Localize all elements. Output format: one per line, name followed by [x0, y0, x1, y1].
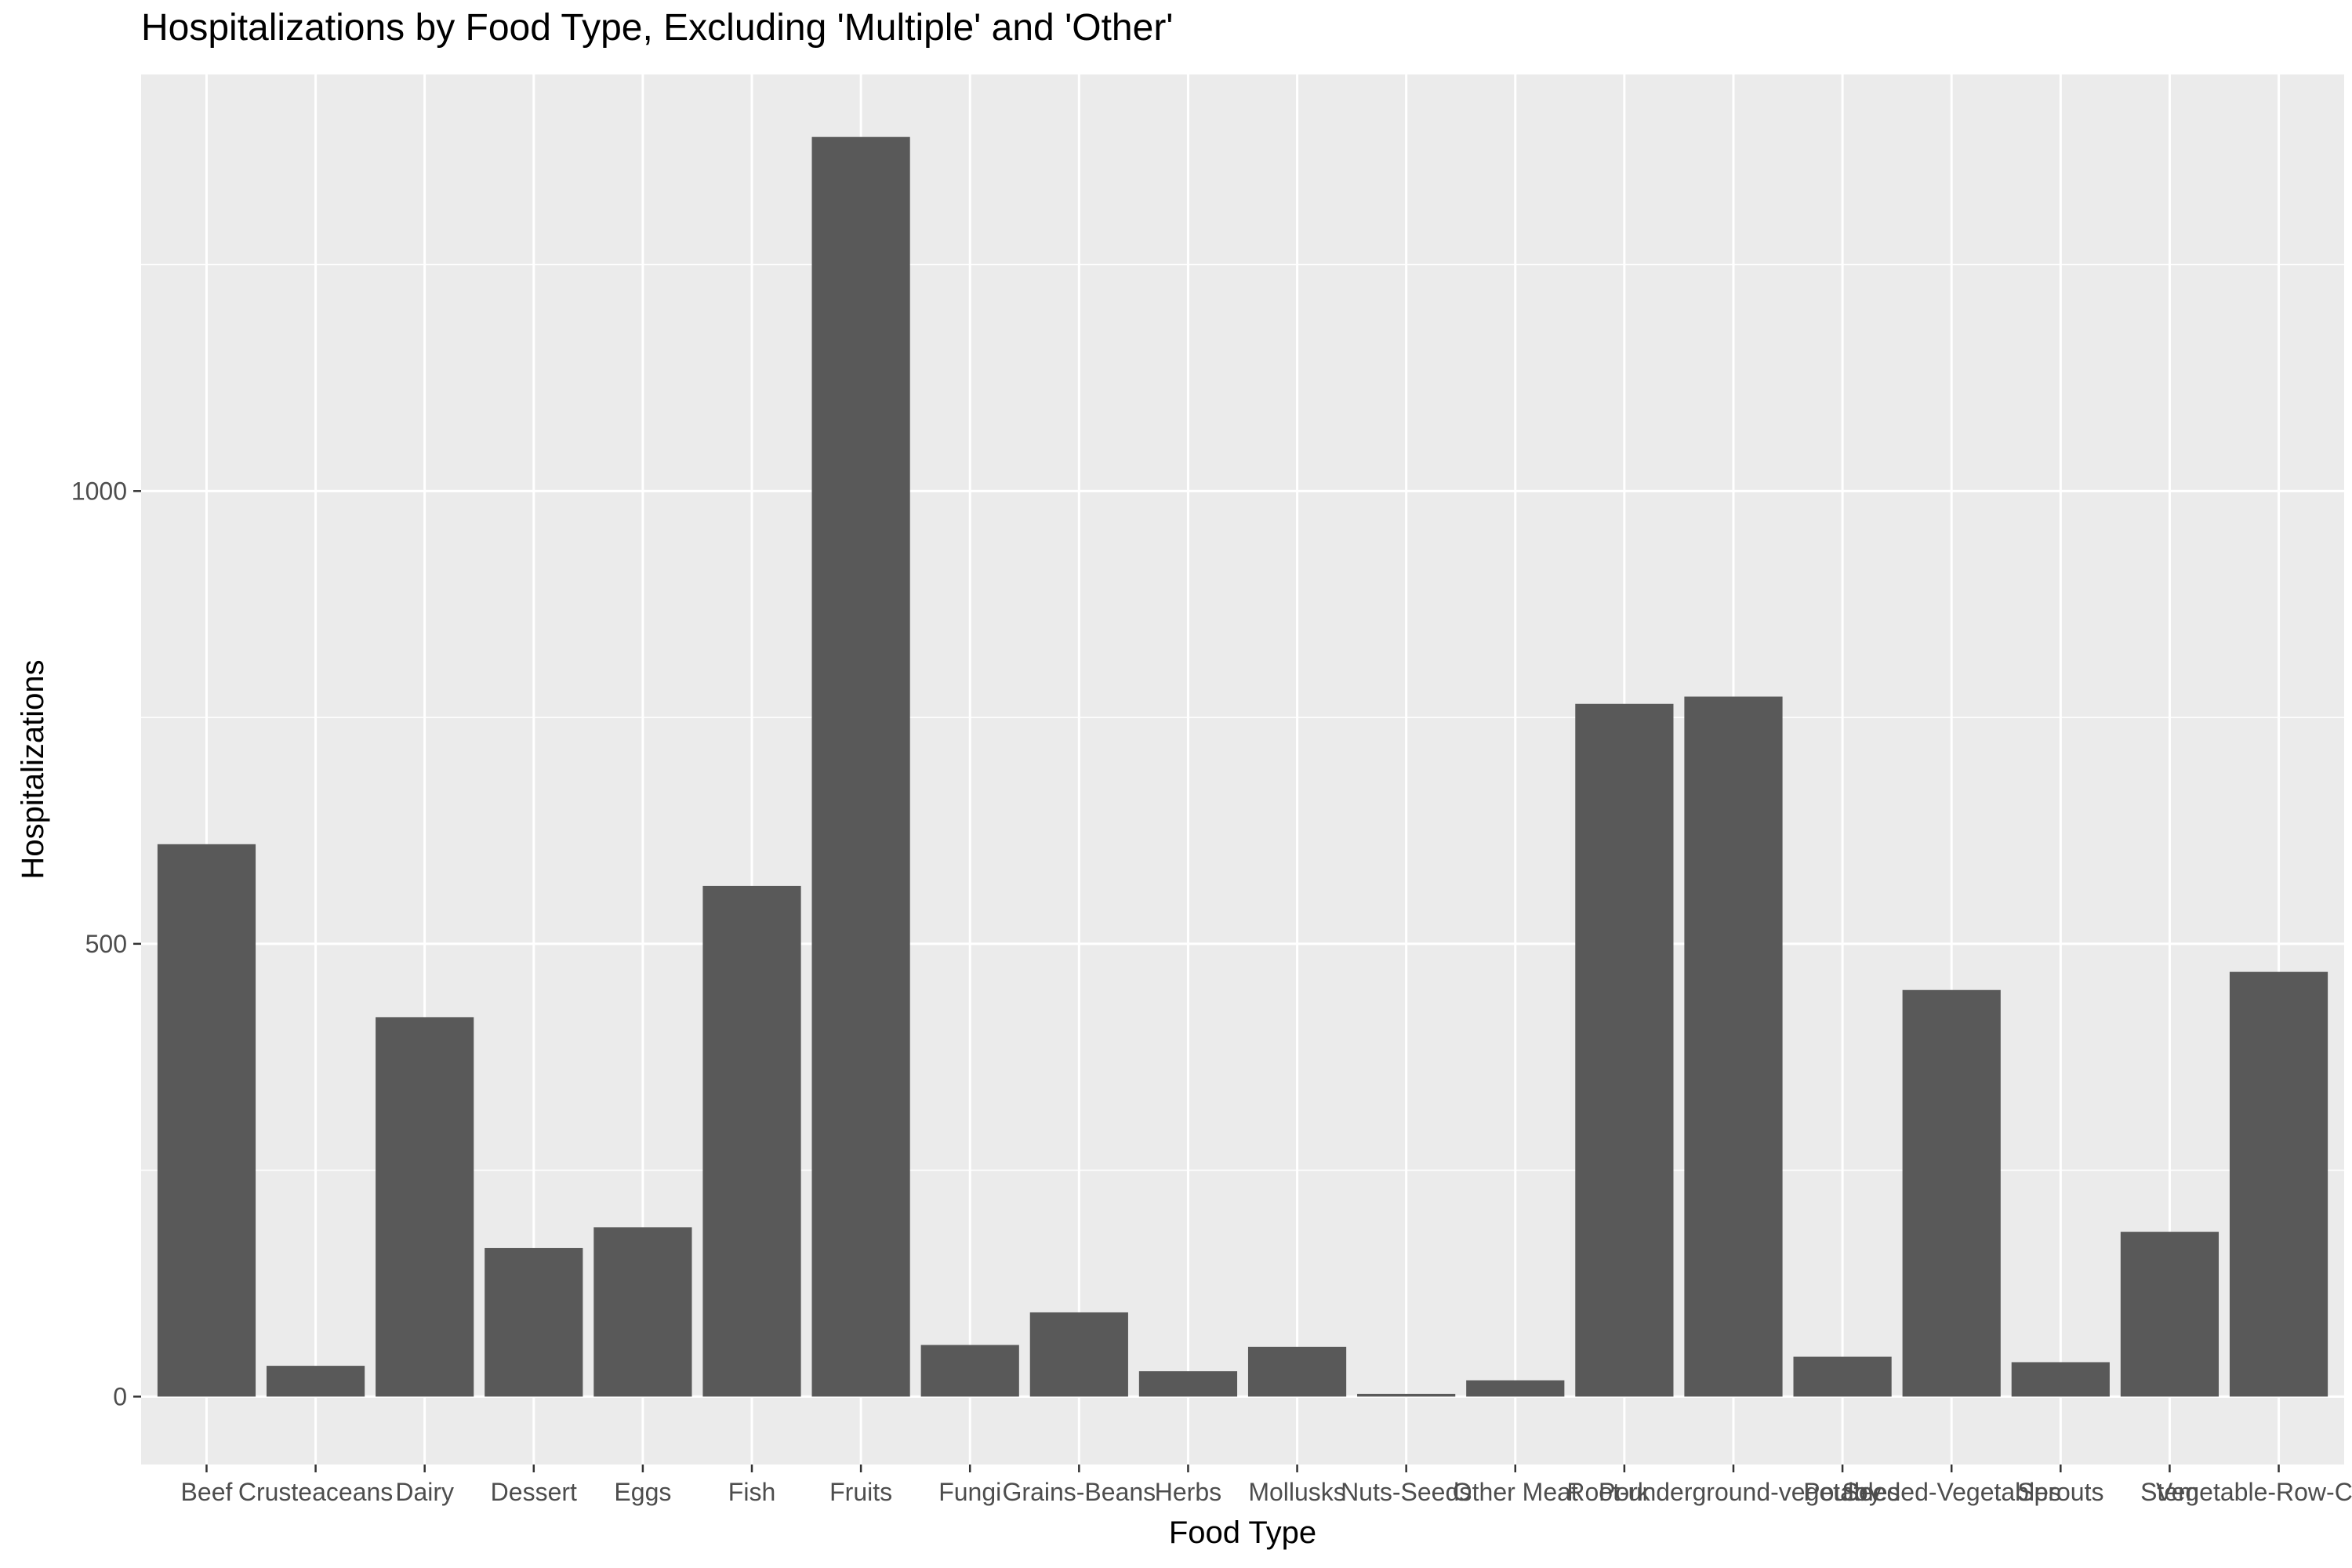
bar — [266, 1366, 365, 1397]
x-tick-label: Dessert — [491, 1478, 577, 1506]
x-tick-label: Grains-Beans — [1003, 1478, 1156, 1506]
x-axis-title: Food Type — [1169, 1515, 1316, 1550]
x-tick-label: Nuts-Seeds — [1341, 1478, 1472, 1506]
x-tick-label: Crusteaceans — [238, 1478, 393, 1506]
y-tick-label: 1000 — [71, 477, 127, 505]
y-tick-label: 0 — [113, 1382, 127, 1410]
x-tick-label: Poultry — [1803, 1478, 1882, 1506]
bar — [2011, 1362, 2110, 1397]
chart-title: Hospitalizations by Food Type, Excluding… — [141, 7, 1174, 49]
x-tick-label: Pork — [1599, 1478, 1651, 1506]
x-tick-label: Sprouts — [2017, 1478, 2103, 1506]
bar — [1029, 1312, 1128, 1397]
bar — [702, 885, 801, 1397]
x-tick-label: Vegetable-Row-Crops — [2156, 1478, 2352, 1506]
bar — [1575, 703, 1674, 1397]
x-tick-label: Other Meat — [1453, 1478, 1578, 1506]
x-tick-label: Fruits — [829, 1478, 892, 1506]
bar — [593, 1227, 692, 1397]
bar — [1357, 1393, 1456, 1397]
bar — [1684, 696, 1783, 1397]
x-tick-label: Mollusks — [1248, 1478, 1345, 1506]
y-axis-title: Hospitalizations — [16, 659, 50, 879]
x-tick-label: Root-underground-vegetables — [1566, 1478, 1900, 1506]
x-tick-label: Dairy — [395, 1478, 454, 1506]
x-tick-label: Herbs — [1155, 1478, 1221, 1506]
bar — [1902, 989, 2001, 1397]
bar — [1793, 1356, 1892, 1397]
y-axis: 0 500 1000 — [71, 477, 141, 1410]
x-tick-label: Beef — [181, 1478, 233, 1506]
y-tick-label: 500 — [85, 930, 127, 958]
bar — [1466, 1380, 1565, 1397]
x-tick-label: Eggs — [614, 1478, 671, 1506]
bar — [157, 844, 256, 1397]
bars-group — [157, 136, 2328, 1397]
x-tick-label: Stem — [2140, 1478, 2199, 1506]
x-tick-label: Seeded-Vegetables — [1842, 1478, 2061, 1506]
bar — [1247, 1346, 1347, 1397]
bar — [811, 136, 910, 1397]
bar — [485, 1247, 583, 1397]
x-axis: Beef Crusteaceans Dairy Dessert Eggs Fish Frui… — [181, 1465, 2352, 1506]
bar — [2120, 1232, 2220, 1397]
bar — [376, 1017, 474, 1397]
bar — [1138, 1371, 1238, 1397]
bar — [920, 1345, 1019, 1397]
x-tick-label: Fish — [728, 1478, 775, 1506]
x-tick-label: Fungi — [938, 1478, 1001, 1506]
bar — [2229, 971, 2328, 1397]
